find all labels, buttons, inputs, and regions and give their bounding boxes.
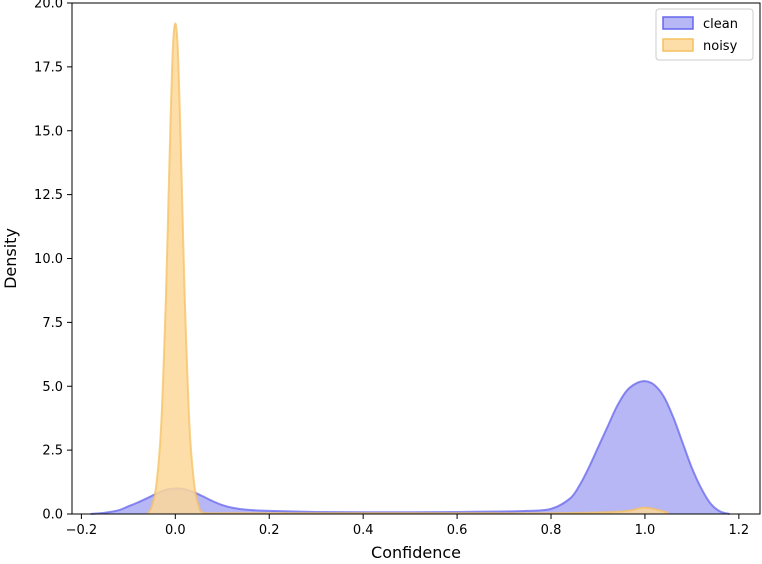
legend-label: clean — [703, 17, 738, 32]
series-area-2 — [147, 23, 669, 514]
y-tick-label: 5.0 — [42, 380, 63, 395]
x-tick-label: 0.4 — [353, 523, 374, 538]
y-axis-label: Density — [1, 228, 20, 289]
x-tick-label: 0.2 — [259, 523, 280, 538]
y-tick-label: 2.5 — [42, 444, 63, 459]
y-axis-ticks: 0.0 2.5 5.0 7.5 10.0 12.5 15.0 17.5 20.0 — [34, 0, 72, 523]
y-tick-label: 15.0 — [34, 124, 63, 139]
y-tick-label: 0.0 — [42, 508, 63, 523]
x-tick-label: 0.0 — [165, 523, 186, 538]
x-tick-label: −0.2 — [66, 523, 98, 538]
x-tick-label: 0.6 — [447, 523, 468, 538]
y-tick-label: 7.5 — [42, 316, 63, 331]
y-tick-label: 10.0 — [34, 252, 63, 267]
x-tick-label: 0.8 — [541, 523, 562, 538]
y-tick-label: 12.5 — [34, 188, 63, 203]
y-tick-label: 20.0 — [34, 0, 63, 12]
legend-swatch — [662, 16, 694, 30]
series-line-2 — [146, 22, 669, 515]
x-axis-ticks: −0.2 0.0 0.2 0.4 0.6 0.8 1.0 1.2 — [66, 514, 750, 538]
legend: clean noisy — [655, 8, 754, 61]
legend-label: noisy — [703, 39, 738, 54]
x-axis-label: Confidence — [371, 543, 461, 562]
legend-swatch — [662, 38, 694, 52]
series-layer — [90, 22, 730, 515]
x-tick-label: 1.0 — [635, 523, 656, 538]
x-tick-label: 1.2 — [729, 523, 750, 538]
y-tick-label: 17.5 — [34, 60, 63, 75]
